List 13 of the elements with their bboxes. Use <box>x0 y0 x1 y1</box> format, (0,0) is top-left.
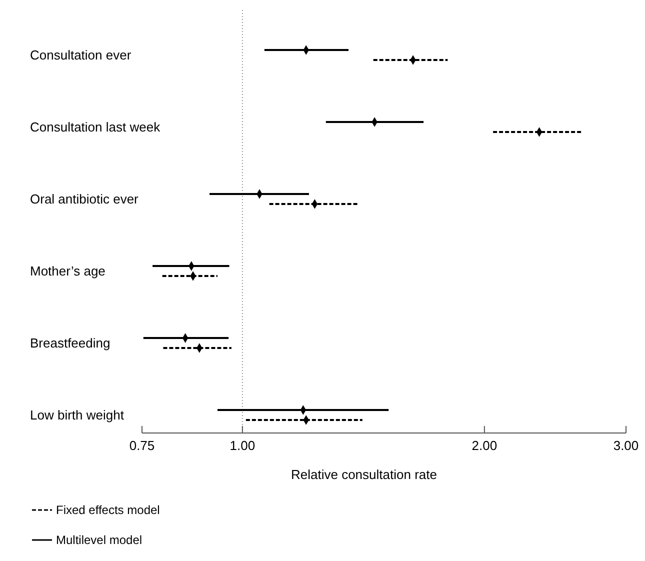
legend-label: Multilevel model <box>56 533 142 548</box>
y-tick-label: Oral antibiotic ever <box>30 192 140 207</box>
x-tick-label: 2.00 <box>472 438 498 453</box>
y-tick-label: Consultation ever <box>30 48 132 63</box>
x-tick-label: 1.00 <box>230 438 256 453</box>
y-tick-label: Breastfeeding <box>30 336 110 351</box>
x-axis-title: Relative consultation rate <box>291 467 437 482</box>
x-tick-label: 3.00 <box>613 438 639 453</box>
y-tick-label: Consultation last week <box>30 120 161 135</box>
y-tick-label: Low birth weight <box>30 408 124 423</box>
x-tick-label: 0.75 <box>129 438 155 453</box>
y-tick-label: Mother’s age <box>30 264 106 279</box>
legend-label: Fixed effects model <box>56 503 160 518</box>
